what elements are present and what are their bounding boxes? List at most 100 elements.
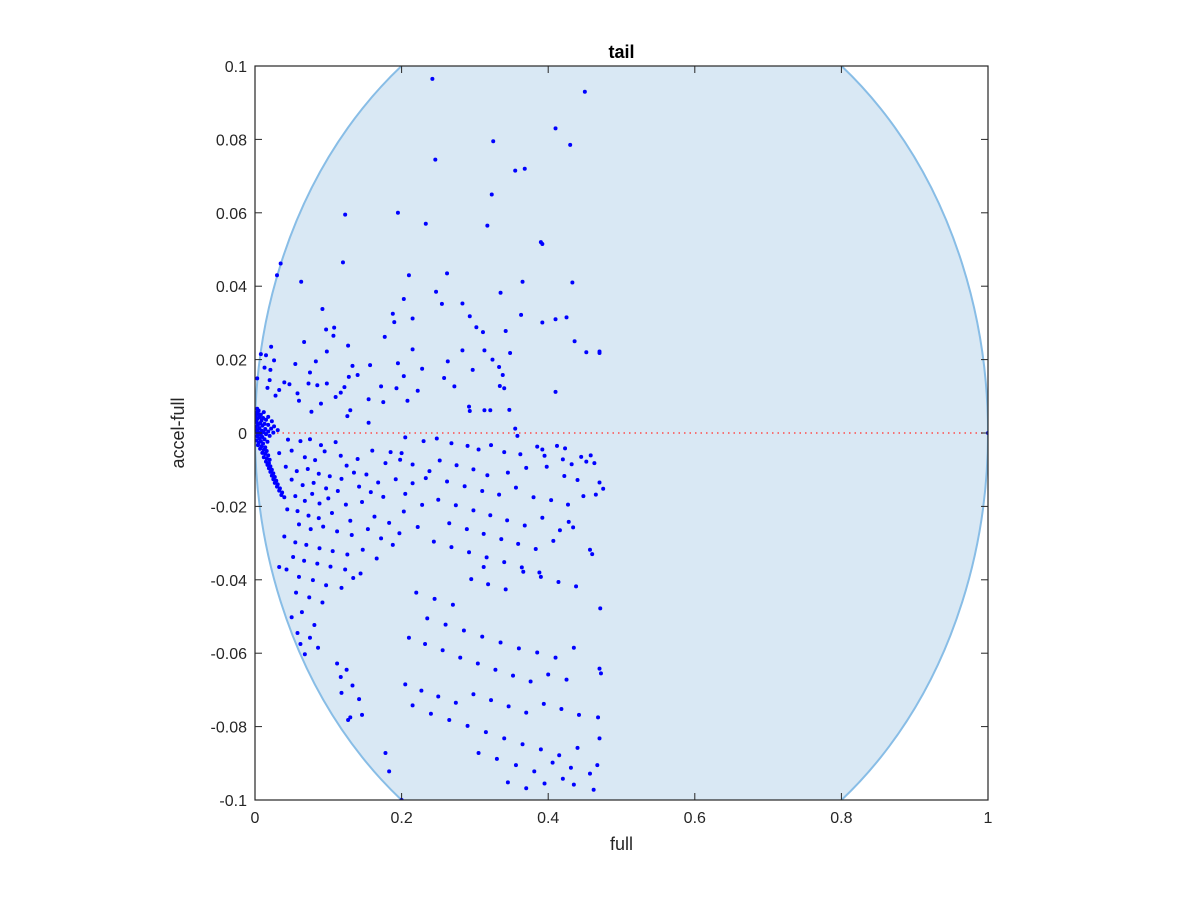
data-point — [436, 694, 441, 699]
data-point — [423, 476, 428, 481]
data-point — [255, 424, 258, 429]
data-point — [274, 273, 279, 278]
data-point — [454, 463, 459, 468]
data-point — [302, 498, 307, 503]
data-point — [491, 139, 496, 144]
data-point — [531, 495, 536, 500]
data-point — [551, 538, 556, 543]
data-point — [434, 436, 439, 441]
data-point — [339, 690, 344, 695]
data-point — [313, 458, 318, 463]
data-point — [513, 426, 518, 431]
data-point — [348, 715, 353, 720]
data-point — [298, 642, 303, 647]
data-point — [269, 426, 274, 431]
data-point — [272, 358, 277, 363]
data-point — [588, 453, 593, 458]
data-point — [295, 631, 300, 636]
data-point — [302, 339, 307, 344]
data-point — [258, 446, 263, 451]
data-point — [294, 590, 299, 595]
data-point — [318, 401, 323, 406]
data-point — [267, 457, 272, 462]
data-point — [593, 492, 598, 497]
data-point — [474, 325, 479, 330]
data-point — [399, 451, 404, 456]
data-point — [597, 480, 602, 485]
data-point — [269, 419, 274, 424]
data-point — [519, 565, 524, 570]
data-point — [366, 420, 371, 425]
data-point — [467, 314, 472, 319]
data-point — [263, 432, 268, 437]
data-point — [584, 459, 589, 464]
data-point — [265, 385, 270, 390]
data-point — [287, 382, 292, 387]
data-point — [312, 622, 317, 627]
data-point — [302, 652, 307, 657]
data-point — [436, 497, 441, 502]
data-point — [520, 279, 525, 284]
data-point — [320, 306, 325, 311]
data-point — [486, 582, 491, 587]
data-point — [360, 547, 365, 552]
data-point — [505, 780, 510, 785]
data-point — [460, 348, 465, 353]
data-point — [484, 555, 489, 560]
data-point — [511, 673, 516, 678]
data-point — [315, 383, 320, 388]
data-point — [489, 698, 494, 703]
data-point — [403, 491, 408, 496]
data-point — [364, 472, 369, 477]
data-point — [516, 646, 521, 651]
data-point — [307, 635, 312, 640]
data-point — [533, 546, 538, 551]
data-point — [406, 635, 411, 640]
data-point — [395, 210, 400, 215]
data-point — [419, 688, 424, 693]
data-point — [357, 697, 362, 702]
data-point — [346, 343, 351, 348]
data-point — [427, 469, 432, 474]
data-point — [397, 531, 402, 536]
data-point — [442, 375, 447, 380]
data-point — [483, 730, 488, 735]
data-point — [502, 560, 507, 565]
data-point — [494, 756, 499, 761]
data-point — [302, 558, 307, 563]
data-point — [327, 474, 332, 479]
x-tick-label: 0.2 — [390, 810, 412, 827]
data-point — [420, 502, 425, 507]
data-point — [508, 350, 513, 355]
data-point — [383, 751, 388, 756]
data-point — [346, 374, 351, 379]
data-point — [394, 386, 399, 391]
data-point — [434, 289, 439, 294]
data-point — [343, 502, 348, 507]
data-point — [289, 477, 294, 482]
data-point — [310, 578, 315, 583]
data-point — [515, 433, 520, 438]
data-point — [574, 584, 579, 589]
data-point — [488, 408, 493, 413]
data-point — [291, 555, 296, 560]
data-point — [513, 763, 518, 768]
data-point — [382, 334, 387, 339]
data-point — [410, 481, 415, 486]
data-point — [570, 280, 575, 285]
data-point — [255, 376, 260, 381]
data-point — [560, 457, 565, 462]
data-point — [333, 440, 338, 445]
data-point — [348, 518, 353, 523]
data-point — [506, 704, 511, 709]
data-point — [261, 410, 266, 415]
data-point — [406, 273, 411, 278]
data-point — [465, 443, 470, 448]
data-point — [387, 769, 392, 774]
data-point — [445, 271, 450, 276]
data-point — [471, 467, 476, 472]
data-point — [395, 361, 400, 366]
data-point — [339, 476, 344, 481]
data-point — [357, 484, 362, 489]
data-point — [431, 539, 436, 544]
